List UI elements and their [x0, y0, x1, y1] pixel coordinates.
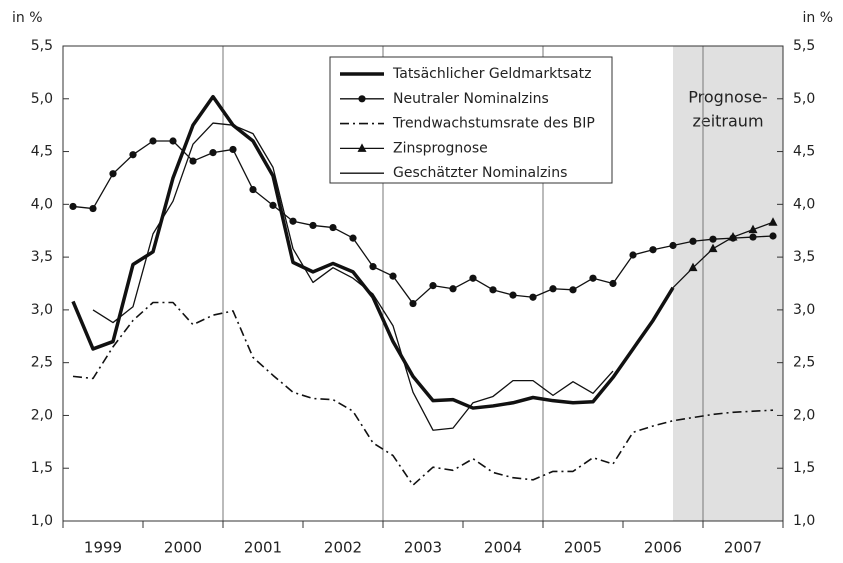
y-tick-label: 2,0 [31, 407, 53, 423]
line [71, 94, 675, 410]
series [71, 94, 675, 410]
marker [769, 232, 777, 240]
marker [169, 137, 177, 145]
marker [689, 237, 697, 245]
marker [289, 217, 297, 225]
y2-tick-label: 2,0 [793, 407, 815, 423]
y2-tick-label: 5,0 [793, 91, 815, 107]
marker [529, 293, 537, 301]
y-tick-label: 3,5 [31, 249, 53, 265]
y2-tick-label: 1,5 [793, 460, 815, 476]
y2-tick-label: 1,0 [793, 513, 815, 529]
marker [748, 224, 758, 234]
marker [389, 272, 397, 280]
marker [449, 285, 457, 293]
y2-tick-label: 3,5 [793, 249, 815, 265]
y-tick-label: 1,0 [31, 513, 53, 529]
y2-tick-label: 4,0 [793, 196, 815, 212]
marker [357, 143, 367, 152]
x-tick-label: 2006 [644, 539, 682, 557]
y-tick-label: 4,5 [31, 144, 53, 160]
x-tick-label: 2003 [404, 539, 442, 557]
marker [358, 95, 366, 103]
marker [309, 221, 317, 230]
marker [69, 202, 77, 211]
marker [349, 234, 357, 242]
marker [669, 241, 677, 250]
annotation: zeitraum [692, 112, 763, 131]
y2-tick-label: 2,5 [793, 355, 815, 371]
y2-tick-label: 4,5 [793, 144, 815, 160]
legend-box [329, 56, 613, 184]
marker [629, 251, 637, 259]
x-tick-label: 2007 [724, 539, 762, 557]
marker [489, 286, 497, 294]
y-tick-label: 3,0 [31, 302, 53, 318]
y-tick-label: 1,5 [31, 460, 53, 476]
series [72, 301, 774, 486]
y2-tick-label: 3,0 [793, 302, 815, 318]
marker [189, 157, 197, 165]
y-tick-label: 2,5 [31, 355, 53, 371]
plot-frame [62, 45, 784, 522]
y-axis-label: in % [12, 10, 43, 26]
annotation: Prognose- [688, 88, 767, 107]
x-tick-label: 2005 [564, 539, 602, 557]
x-tick-label: 2002 [324, 539, 362, 557]
y-tick-label: 5,0 [31, 91, 53, 107]
x-tick-label: 2000 [164, 539, 202, 557]
marker [329, 223, 337, 232]
marker [269, 201, 277, 209]
legend-label: Trendwachstumsrate des BIP [392, 116, 595, 132]
legend-label: Neutraler Nominalzins [393, 91, 549, 107]
marker [369, 263, 377, 271]
marker [409, 299, 417, 308]
marker [569, 286, 577, 294]
series [672, 217, 778, 289]
legend-label: Tatsächlicher Geldmarktsatz [392, 66, 591, 82]
y2-axis-label: in % [802, 10, 833, 26]
marker [688, 262, 698, 272]
marker [429, 282, 437, 290]
marker [708, 243, 718, 253]
legend: Tatsächlicher Geldmarktsatz Neutraler Nom… [329, 56, 613, 184]
line [72, 301, 774, 486]
marker [709, 235, 717, 243]
marker [89, 204, 97, 213]
marker [109, 170, 117, 178]
marker [249, 185, 257, 194]
marker [509, 291, 517, 299]
marker [728, 232, 738, 241]
x-tick-label: 1999 [84, 539, 122, 557]
series [69, 137, 777, 308]
marker [469, 274, 477, 282]
legend-label: Geschätzter Nominalzins [393, 165, 567, 181]
x-tick-label: 2004 [484, 539, 522, 557]
marker [209, 149, 217, 157]
marker [589, 274, 597, 282]
marker [549, 285, 557, 293]
marker [609, 279, 617, 288]
y2-tick-label: 5,5 [793, 38, 815, 54]
line [92, 122, 614, 431]
marker [149, 137, 157, 145]
forecast-shade [673, 46, 783, 521]
marker [749, 233, 757, 241]
series [92, 122, 614, 431]
x-tick-label: 2001 [244, 539, 282, 557]
y-tick-label: 5,5 [31, 38, 53, 54]
marker [129, 151, 137, 159]
marker [229, 145, 237, 154]
marker [649, 246, 657, 254]
marker [768, 217, 778, 226]
y-tick-label: 4,0 [31, 196, 53, 212]
legend-label: Zinsprognose [393, 140, 488, 156]
